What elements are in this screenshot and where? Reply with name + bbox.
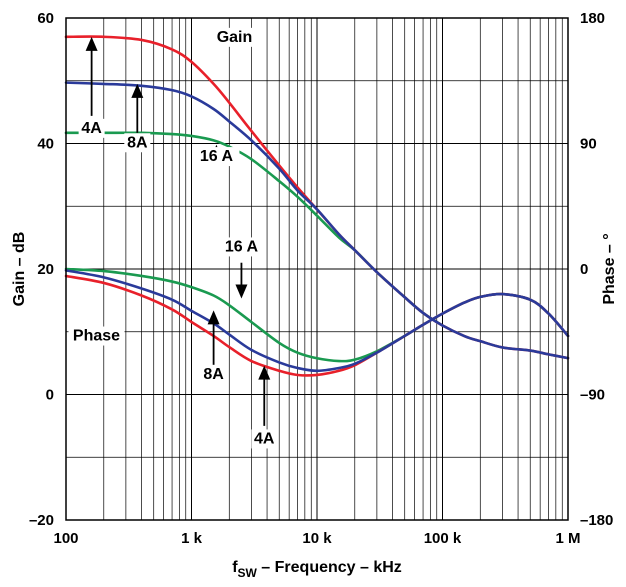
y-left-tick-label: –20 — [29, 512, 54, 529]
label-bg-phase-4a-label — [251, 429, 278, 449]
tick-labels: 100 1 k 10 k 100 k 1 M –20 0 20 40 60 –180 –90 0 90 18… — [29, 10, 613, 547]
annotation-phase-16a-label: 16 A — [225, 238, 259, 255]
label-bg-gain-16a-label — [193, 147, 240, 167]
x-axis-label: fSW – Frequency – kHz — [232, 559, 402, 580]
y-left-tick-label: 0 — [46, 387, 54, 404]
label-bg-phase-16a-label — [218, 237, 265, 257]
y-axis-left-label: Gain – dB — [11, 232, 28, 307]
y-left-tick-label: 40 — [37, 136, 54, 153]
grid — [66, 18, 568, 520]
y-right-tick-label: 0 — [580, 261, 588, 278]
annotation-gain: Gain — [217, 29, 253, 46]
x-tick-label: 100 k — [424, 530, 462, 547]
label-bg-gain-8a-label — [124, 133, 151, 153]
y-right-tick-label: –180 — [580, 512, 613, 529]
label-bg-gain — [211, 27, 258, 47]
annotation-phase-4a-label: 4A — [254, 430, 275, 447]
y-left-tick-label: 60 — [37, 10, 54, 27]
annotation-gain-4a-label: 4A — [81, 120, 102, 137]
x-axis-label-sub: SW — [238, 566, 258, 580]
series-gain-8a — [64, 81, 570, 360]
y-right-tick-label: 90 — [580, 136, 597, 153]
annotation-gain-16a-label: 16 A — [200, 148, 234, 165]
series-group — [64, 35, 570, 377]
arrowhead-phase-8a-label — [207, 310, 220, 325]
x-tick-label: 1 M — [555, 530, 580, 547]
y-axis-right-label: Phase – ° — [601, 233, 618, 304]
label-bg-gain-4a-label — [78, 118, 105, 138]
x-tick-label: 100 — [53, 530, 78, 547]
annotation-phase: Phase — [73, 328, 120, 345]
plot-frame — [65, 17, 569, 521]
label-bg-phase-8a-label — [200, 364, 227, 384]
arrowhead-gain-8a-label — [131, 83, 144, 98]
arrowhead-gain-4a-label — [85, 36, 98, 51]
annotations: Gain Phase 4A 8A 16 A 16 A 8A 4A — [68, 27, 278, 449]
annotation-phase-8a-label: 8A — [203, 366, 224, 383]
x-tick-label: 1 k — [181, 530, 203, 547]
annotation-gain-8a-label: 8A — [127, 134, 148, 151]
y-right-tick-label: –90 — [580, 387, 605, 404]
arrowhead-phase-4a-label — [258, 365, 271, 380]
x-axis-label-main: f — [232, 559, 238, 576]
x-tick-label: 10 k — [302, 530, 332, 547]
arrowhead-phase-16a-label — [235, 284, 248, 299]
label-bg-phase — [68, 326, 125, 346]
y-right-tick-label: 180 — [580, 10, 605, 27]
series-phase-8a — [64, 269, 570, 373]
y-left-tick-label: 20 — [37, 261, 54, 278]
x-axis-label-rest: – Frequency – kHz — [257, 559, 402, 576]
series-gain-16a — [64, 131, 444, 327]
